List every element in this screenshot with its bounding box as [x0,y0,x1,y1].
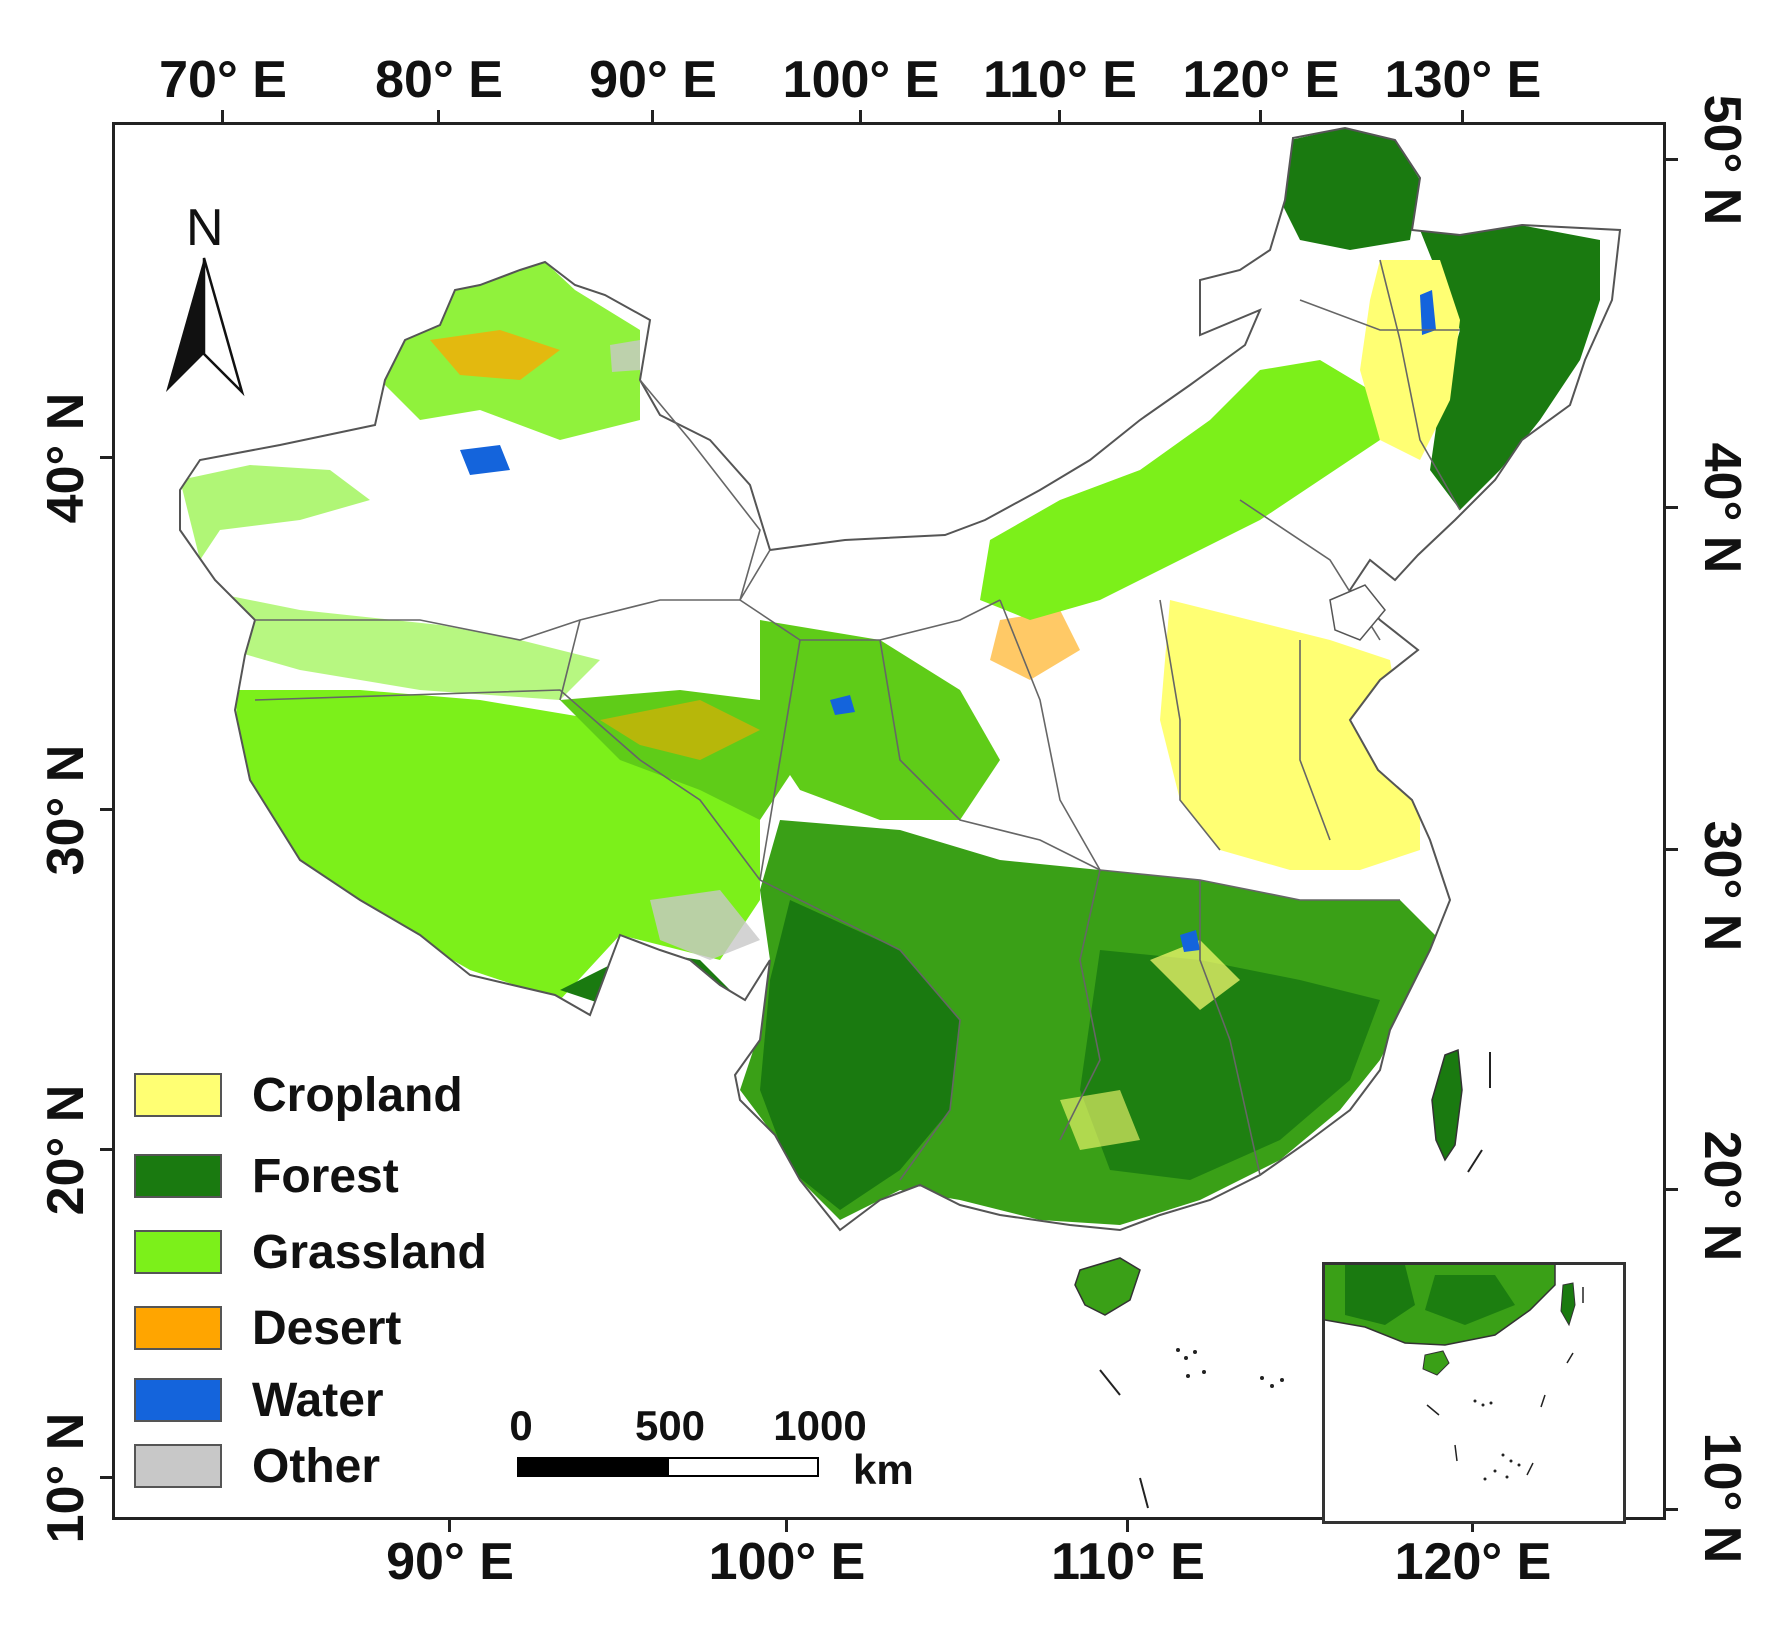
legend-item-grassland: Grassland [134,1225,487,1279]
top-axis-label-110e: 110° E [983,51,1137,109]
legend-item-cropland: Cropland [134,1068,463,1122]
left-tick-40n [100,456,112,459]
bottom-tick-90e [448,1520,451,1532]
bottom-axis-label-100e: 100° E [708,1533,866,1591]
legend-label-other: Other [252,1439,381,1493]
right-tick-10n [1666,1508,1678,1511]
bottom-tick-120e [1471,1520,1474,1532]
bottom-axis-label-120e: 120° E [1394,1533,1552,1591]
top-axis-label-130e: 130° E [1384,51,1542,109]
bottom-tick-100e [785,1520,788,1532]
bottom-axis-label-90e: 90° E [386,1533,514,1591]
top-tick-90e [651,110,654,122]
legend-label-cropland: Cropland [252,1068,463,1122]
legend-swatch-desert [134,1306,222,1350]
legend-swatch-other [134,1444,222,1488]
legend-label-grassland: Grassland [252,1225,487,1279]
top-axis-label-90e: 90° E [589,51,717,109]
scale-bar-light [667,1457,819,1477]
top-tick-110e [1058,110,1061,122]
north-arrow-icon [166,257,245,397]
right-tick-20n [1666,1188,1678,1191]
south-china-sea-inset [1322,1262,1626,1524]
legend-swatch-grassland [134,1230,222,1274]
right-tick-30n [1666,848,1678,851]
scale-bar-tick-1000: 1000 [773,1402,867,1449]
left-tick-30n [100,808,112,811]
legend-label-desert: Desert [252,1301,402,1355]
inset-map [1325,1265,1584,1481]
top-axis-label-100e: 100° E [782,51,940,109]
legend-label-forest: Forest [252,1149,399,1203]
top-tick-100e [859,110,862,122]
top-tick-80e [437,110,440,122]
top-axis-label-80e: 80° E [375,51,503,109]
legend-label-water: Water [252,1373,384,1427]
legend-item-desert: Desert [134,1301,402,1355]
right-tick-40n [1666,506,1678,509]
legend-swatch-cropland [134,1073,222,1117]
top-axis-label-70e: 70° E [159,51,287,109]
top-tick-70e [221,110,224,122]
scale-bar-tick-0: 0 [509,1402,533,1449]
scale-bar-tick-500: 500 [634,1402,706,1449]
top-axis-label-120e: 120° E [1182,51,1340,109]
right-tick-50n [1666,158,1678,161]
left-tick-10n [100,1476,112,1479]
left-tick-20n [100,1148,112,1151]
legend-swatch-water [134,1378,222,1422]
bottom-tick-110e [1126,1520,1129,1532]
north-arrow-label: N [186,199,224,257]
legend-item-water: Water [134,1373,384,1427]
scale-bar-unit: km [853,1446,914,1493]
legend-swatch-forest [134,1154,222,1198]
scale-bar-dark [518,1458,668,1476]
legend-item-forest: Forest [134,1149,399,1203]
top-tick-120e [1259,110,1262,122]
legend-item-other: Other [134,1439,381,1493]
top-tick-130e [1461,110,1464,122]
bottom-axis-label-110e: 110° E [1051,1533,1205,1591]
